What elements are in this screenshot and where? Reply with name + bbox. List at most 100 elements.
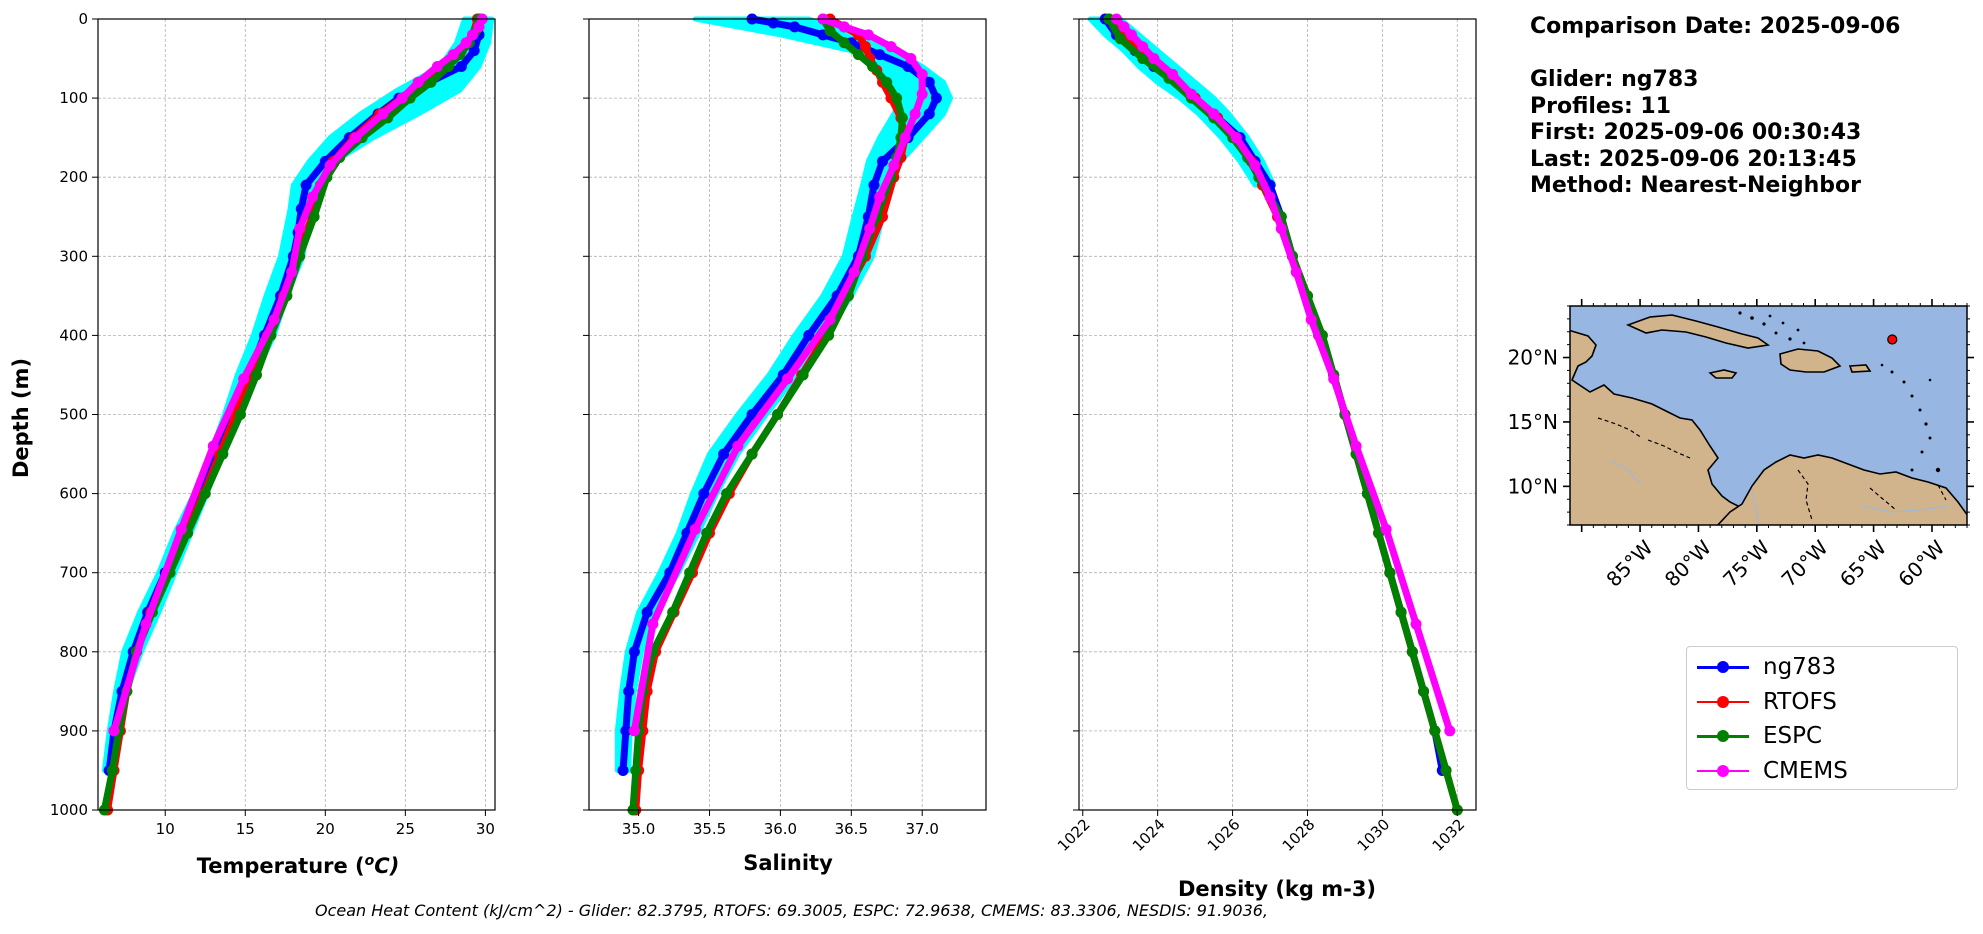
data-point — [899, 132, 911, 144]
data-point — [307, 191, 319, 203]
data-point — [207, 440, 219, 452]
data-point — [1384, 567, 1396, 579]
data-point — [689, 523, 701, 535]
y-tick-label: 500 — [59, 406, 88, 424]
grid-lines — [1079, 18, 1476, 811]
map-lon-label: 85°W — [1601, 535, 1657, 591]
data-point — [881, 76, 893, 88]
legend-swatch-dot — [1717, 695, 1729, 708]
data-point — [852, 49, 864, 61]
data-point — [199, 488, 211, 500]
map-lon-label: 70°W — [1777, 535, 1833, 591]
map-land — [1570, 311, 1967, 525]
x-tick-label: 15 — [236, 820, 255, 838]
data-point — [1350, 440, 1362, 452]
data-point — [874, 49, 886, 61]
data-point — [447, 49, 459, 61]
series-line — [110, 15, 486, 735]
x-tick-label: 1026 — [1204, 815, 1244, 855]
x-tick-label: 37.0 — [905, 820, 938, 838]
data-point — [923, 76, 935, 88]
data-point — [628, 646, 640, 658]
density-panel: Density (kg m-3) 1022 1024 1026 1028 1030 103… — [1054, 13, 1477, 901]
data-point — [684, 567, 696, 579]
data-point — [698, 488, 710, 500]
data-point — [782, 373, 793, 385]
data-point — [823, 329, 835, 341]
data-point — [789, 21, 801, 33]
interpolation-method: Method: Nearest-Neighbor — [1530, 173, 1861, 198]
density-axis-label: Density (kg m-3) — [1178, 877, 1376, 901]
data-point — [916, 88, 928, 100]
data-point — [859, 41, 871, 53]
glider-position-marker — [1887, 334, 1898, 345]
legend-swatch — [1697, 726, 1749, 746]
data-point — [891, 92, 903, 104]
temperature-label-text: Temperature ( — [197, 854, 365, 878]
data-point — [732, 440, 744, 452]
salinity-panel: Salinity 35.0 35.5 36.0 36.5 37.0 — [583, 13, 987, 875]
data-point — [1230, 132, 1242, 144]
data-point — [1137, 53, 1149, 65]
data-point — [930, 92, 942, 104]
data-point — [623, 685, 635, 697]
data-point — [620, 725, 632, 737]
legend-label: ng783 — [1763, 654, 1837, 681]
y-tick-label: 0 — [78, 10, 88, 28]
series-cmems — [108, 13, 488, 737]
data-point — [377, 108, 389, 120]
map-lat-label: 20°N — [1508, 346, 1558, 370]
temperature-panel: Depth (m) Temperature (oC) 10 15 20 25 30010… — [9, 10, 496, 878]
data-point — [473, 21, 485, 33]
data-point — [905, 53, 917, 65]
legend-swatch-dot — [1717, 730, 1729, 743]
data-point — [234, 409, 246, 420]
data-point — [916, 68, 928, 80]
x-tick-label: 1022 — [1054, 815, 1094, 855]
data-point — [1380, 523, 1392, 535]
data-point — [468, 45, 480, 57]
data-point — [1249, 159, 1261, 171]
y-tick-label: 800 — [59, 643, 88, 661]
temperature-label-unit-c: C) — [374, 854, 399, 878]
y-tick-label: 300 — [59, 247, 88, 265]
data-point — [455, 60, 467, 72]
temperature-spread-band — [101, 16, 495, 773]
temperature-label-unit: C) — [374, 854, 399, 878]
x-tick-label: 30 — [476, 820, 495, 838]
data-point — [803, 329, 815, 341]
x-tick-label: 10 — [156, 820, 175, 838]
data-point — [641, 606, 653, 618]
x-tick-label: 36.5 — [835, 820, 868, 838]
data-point — [1167, 68, 1179, 80]
data-point — [718, 448, 730, 460]
map-frame — [1569, 305, 1968, 526]
data-point — [300, 179, 312, 191]
data-point — [862, 29, 874, 41]
data-point — [431, 60, 443, 72]
data-point — [617, 764, 629, 776]
legend-swatch — [1697, 692, 1749, 712]
data-point — [268, 314, 280, 326]
data-point — [217, 448, 229, 460]
series-cmems — [1110, 13, 1456, 737]
data-point — [1444, 725, 1456, 737]
data-point — [1395, 606, 1407, 618]
land-south-america — [1716, 454, 1967, 525]
legend-entry-rtofs: RTOFS — [1697, 685, 1947, 720]
data-point — [876, 155, 888, 167]
info-spacer — [1530, 41, 1900, 68]
data-point — [108, 725, 120, 737]
data-point — [412, 76, 424, 88]
glider-name: Glider: ng783 — [1530, 67, 1699, 92]
series-ng783 — [1099, 13, 1448, 776]
series-line — [1101, 15, 1446, 774]
data-point — [888, 159, 900, 171]
data-point — [909, 108, 921, 120]
y-tick-label: 400 — [59, 326, 88, 344]
legend-swatch — [1697, 657, 1749, 677]
data-point — [667, 606, 679, 618]
map-lon-label: 65°W — [1835, 535, 1891, 591]
last-profile-time: Last: 2025-09-06 20:13:45 — [1530, 146, 1857, 172]
